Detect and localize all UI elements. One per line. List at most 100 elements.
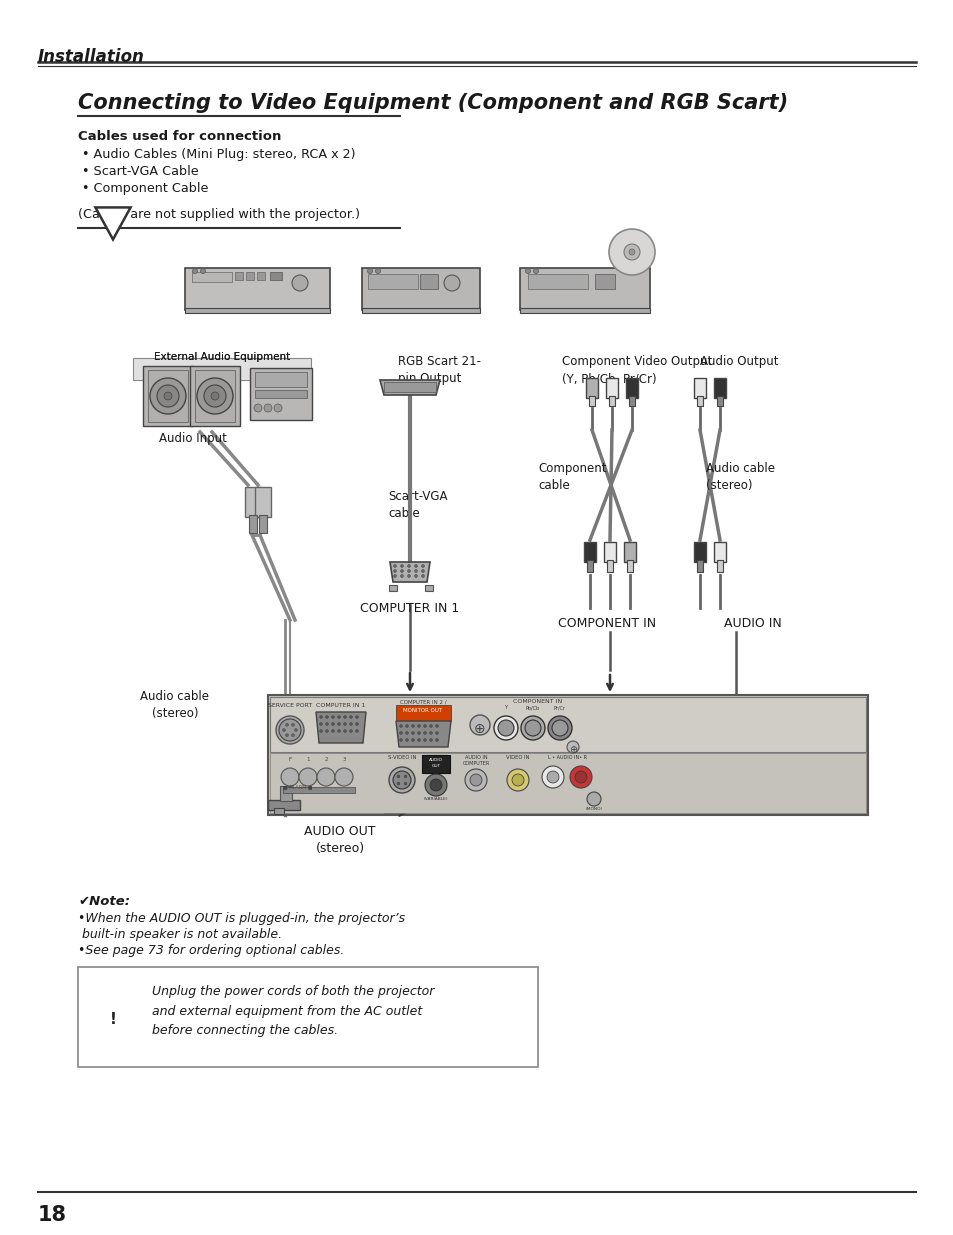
Circle shape [552, 720, 567, 736]
Circle shape [435, 739, 438, 741]
Circle shape [400, 574, 403, 578]
Circle shape [512, 774, 523, 785]
Bar [519, 268, 649, 310]
Bar [270, 753, 865, 813]
Text: VIDEO IN: VIDEO IN [506, 755, 529, 760]
Circle shape [424, 774, 447, 797]
Bar [625, 378, 638, 398]
Circle shape [417, 731, 420, 735]
Bar [274, 808, 284, 814]
Circle shape [285, 734, 288, 737]
Text: Unplug the power cords of both the projector
and external equipment from the AC : Unplug the power cords of both the proje… [152, 986, 434, 1037]
Circle shape [282, 729, 285, 731]
Circle shape [355, 730, 358, 732]
Bar [421, 755, 450, 773]
Circle shape [204, 385, 226, 408]
Text: Pr/Cr: Pr/Cr [554, 705, 565, 710]
Circle shape [400, 564, 403, 568]
Text: ■ ALARM ■: ■ ALARM ■ [283, 784, 313, 789]
Bar [605, 378, 618, 398]
Circle shape [337, 722, 340, 725]
Circle shape [407, 564, 410, 568]
Bar [283, 787, 355, 793]
Polygon shape [390, 562, 430, 582]
Bar [628, 396, 635, 406]
Circle shape [400, 569, 403, 573]
Circle shape [319, 730, 322, 732]
Circle shape [292, 734, 294, 737]
Bar [588, 396, 595, 406]
Circle shape [421, 569, 424, 573]
Circle shape [566, 741, 578, 753]
Circle shape [608, 228, 655, 275]
Polygon shape [379, 380, 439, 395]
Text: • Component Cable: • Component Cable [82, 182, 208, 195]
Circle shape [506, 769, 529, 790]
Text: • Scart-VGA Cable: • Scart-VGA Cable [82, 165, 198, 178]
Circle shape [443, 275, 459, 291]
Circle shape [414, 574, 417, 578]
Circle shape [411, 739, 414, 741]
Text: Scart-VGA
cable: Scart-VGA cable [388, 490, 447, 520]
Circle shape [278, 719, 301, 741]
Bar [268, 800, 299, 810]
Circle shape [524, 720, 540, 736]
Bar [250, 368, 312, 420]
Bar [603, 542, 616, 562]
Circle shape [525, 268, 530, 273]
Text: built-in speaker is not available.: built-in speaker is not available. [78, 927, 282, 941]
Circle shape [628, 249, 635, 254]
Circle shape [375, 268, 380, 273]
Bar [527, 274, 587, 289]
Text: COMPUTER IN 2 /: COMPUTER IN 2 / [399, 700, 446, 705]
Circle shape [316, 768, 335, 785]
Text: (VARIABLE): (VARIABLE) [423, 797, 448, 802]
Circle shape [343, 722, 346, 725]
Circle shape [429, 731, 432, 735]
Circle shape [389, 767, 415, 793]
Circle shape [435, 725, 438, 727]
Bar [361, 308, 479, 312]
Text: •See page 73 for ordering optional cables.: •See page 73 for ordering optional cable… [78, 944, 344, 957]
Circle shape [253, 404, 262, 412]
Text: (MONO): (MONO) [585, 806, 602, 811]
Circle shape [407, 574, 410, 578]
Text: 3: 3 [342, 757, 345, 762]
Text: MONITOR OUT: MONITOR OUT [403, 708, 442, 713]
Bar [608, 396, 615, 406]
Text: Pb/Cb: Pb/Cb [525, 705, 539, 710]
Circle shape [393, 574, 396, 578]
Circle shape [405, 739, 408, 741]
Circle shape [404, 782, 407, 785]
Bar [717, 559, 722, 572]
Bar [586, 559, 593, 572]
Bar [595, 274, 615, 289]
Bar [143, 366, 193, 426]
Bar [249, 515, 256, 534]
Text: Cables used for connection: Cables used for connection [78, 130, 281, 143]
Text: (Cables are not supplied with the projector.): (Cables are not supplied with the projec… [78, 207, 359, 221]
Circle shape [421, 574, 424, 578]
Circle shape [200, 268, 205, 273]
Circle shape [393, 569, 396, 573]
Circle shape [404, 776, 407, 778]
Bar [190, 366, 240, 426]
Text: AUDIO IN
COMPUTER: AUDIO IN COMPUTER [462, 755, 489, 766]
Text: COMPUTER IN 1: COMPUTER IN 1 [316, 703, 365, 708]
Circle shape [520, 716, 544, 740]
Bar [148, 370, 188, 422]
Bar [254, 372, 307, 387]
Text: Audio cable
(stereo): Audio cable (stereo) [140, 690, 210, 720]
Circle shape [325, 715, 328, 719]
Bar [697, 396, 702, 406]
Text: OUT: OUT [431, 764, 440, 768]
Bar [270, 697, 865, 752]
Bar [245, 487, 261, 517]
Polygon shape [315, 713, 366, 743]
Bar [623, 542, 636, 562]
Bar [192, 272, 232, 282]
Circle shape [150, 378, 186, 414]
Circle shape [399, 739, 402, 741]
Circle shape [319, 715, 322, 719]
Bar [713, 378, 725, 398]
